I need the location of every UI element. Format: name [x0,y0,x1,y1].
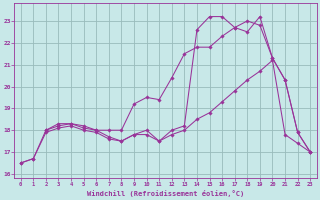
X-axis label: Windchill (Refroidissement éolien,°C): Windchill (Refroidissement éolien,°C) [87,190,244,197]
